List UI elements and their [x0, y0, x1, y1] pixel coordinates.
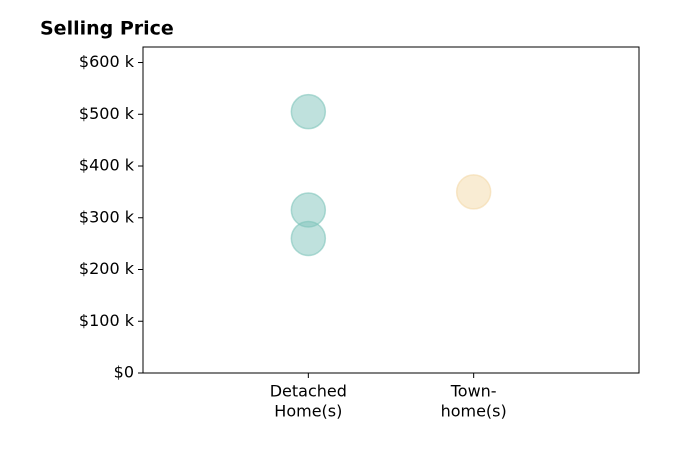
y-tick-label: $0 — [114, 363, 134, 382]
x-tick-label: Home(s) — [274, 402, 342, 421]
chart-title: Selling Price — [40, 18, 174, 40]
point — [290, 220, 327, 257]
y-tick-label: $600 k — [79, 52, 135, 71]
point — [290, 93, 327, 130]
y-tick-label: $200 k — [79, 259, 135, 278]
y-tick-label: $500 k — [79, 104, 135, 123]
point — [455, 174, 492, 210]
y-tick-label: $100 k — [79, 311, 135, 330]
plot-frame — [142, 46, 640, 374]
y-tick-label: $400 k — [79, 156, 135, 175]
x-tick-label: Detached — [270, 382, 347, 401]
x-tick-label: home(s) — [441, 402, 507, 421]
x-tick-label: Town- — [450, 382, 497, 401]
y-tick-label: $300 k — [79, 207, 135, 226]
